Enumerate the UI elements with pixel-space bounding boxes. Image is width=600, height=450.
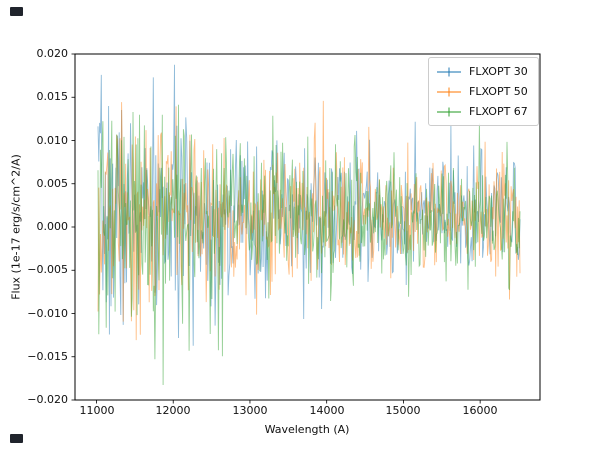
- legend-swatch-blue: [437, 67, 461, 76]
- axes-box: [74, 53, 541, 401]
- x-axis-label: Wavelength (A): [264, 423, 350, 436]
- legend-swatch-green: [437, 107, 461, 116]
- legend-label: FLXOPT 67: [469, 105, 528, 118]
- legend-entry-flxopt-30: FLXOPT 30: [436, 63, 528, 80]
- y-axis-label: Flux (1e-17 erg/s/cm^2/A): [9, 154, 23, 300]
- legend-entry-flxopt-67: FLXOPT 67: [436, 103, 528, 120]
- y-tick-label: −0.005: [27, 263, 68, 276]
- legend-entry-flxopt-50: FLXOPT 50: [436, 83, 528, 100]
- y-tick-label: 0.010: [36, 134, 69, 147]
- y-tick-label: −0.015: [27, 350, 68, 363]
- legend-swatch-orange: [437, 87, 461, 96]
- x-tick-label: 15000: [385, 404, 421, 417]
- x-tick-label: 13000: [232, 404, 268, 417]
- y-tick-label: 0.020: [36, 47, 69, 60]
- corner-marker-bottom: [10, 434, 23, 443]
- x-tick-label: 14000: [309, 404, 345, 417]
- x-tick-label: 11000: [79, 404, 115, 417]
- y-tick-label: 0.015: [36, 90, 69, 103]
- y-tick-label: −0.010: [27, 307, 68, 320]
- corner-marker-top: [10, 7, 23, 16]
- x-tick-label: 16000: [462, 404, 498, 417]
- y-tick-label: 0.005: [36, 177, 69, 190]
- y-tick-label: 0.000: [36, 220, 69, 233]
- x-tick-label: 12000: [155, 404, 191, 417]
- series-line-flxopt-67: [97, 104, 521, 386]
- legend: FLXOPT 30 FLXOPT 50 FLXOPT 67: [428, 57, 539, 126]
- y-tick-label: −0.020: [27, 393, 68, 406]
- legend-label: FLXOPT 30: [469, 65, 528, 78]
- legend-label: FLXOPT 50: [469, 85, 528, 98]
